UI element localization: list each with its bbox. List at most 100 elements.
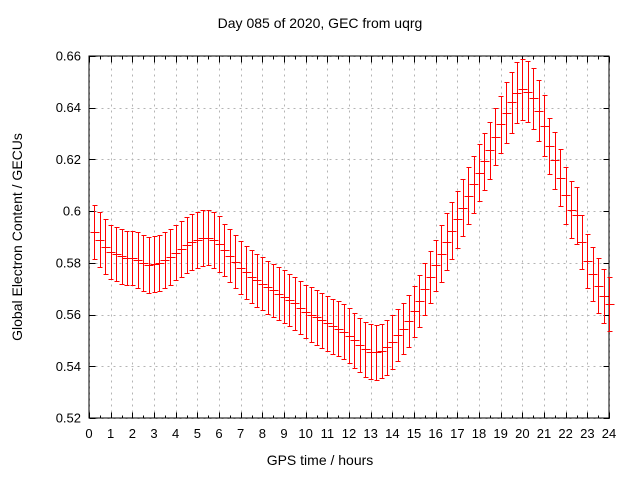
error-bar bbox=[382, 320, 392, 376]
error-bar bbox=[588, 247, 598, 302]
error-bar bbox=[523, 61, 533, 123]
error-bar bbox=[90, 205, 100, 260]
gridlines bbox=[89, 56, 610, 419]
error-bar bbox=[247, 250, 257, 304]
x-tick-label: 20 bbox=[515, 426, 529, 441]
error-bar bbox=[220, 224, 230, 277]
tick-marks bbox=[89, 56, 610, 419]
error-bar bbox=[225, 229, 235, 283]
error-bar bbox=[307, 287, 317, 343]
y-tick-label: 0.52 bbox=[56, 411, 81, 426]
error-bar bbox=[182, 217, 192, 274]
error-bar bbox=[512, 62, 522, 124]
x-tick-label: 23 bbox=[580, 426, 594, 441]
y-tick-label: 0.54 bbox=[56, 359, 81, 374]
x-tick-label: 17 bbox=[450, 426, 464, 441]
y-tick-label: 0.66 bbox=[56, 49, 81, 64]
error-bar bbox=[171, 225, 181, 281]
error-bar bbox=[420, 263, 430, 316]
x-axis-label: GPS time / hours bbox=[266, 452, 374, 468]
error-bar bbox=[144, 237, 154, 294]
error-bar bbox=[388, 315, 398, 370]
error-bar bbox=[404, 295, 414, 348]
y-axis-label: Global Electron Content / GECUs bbox=[9, 133, 25, 341]
x-tick-label: 12 bbox=[342, 426, 356, 441]
error-bar bbox=[485, 122, 495, 180]
error-bar bbox=[128, 231, 138, 286]
error-bar bbox=[577, 215, 587, 270]
error-bar bbox=[301, 285, 311, 339]
x-tick-label: 9 bbox=[280, 426, 287, 441]
error-bar bbox=[274, 267, 284, 321]
error-bar bbox=[556, 149, 566, 207]
y-tick-label: 0.6 bbox=[63, 204, 81, 219]
x-tick-label: 7 bbox=[237, 426, 244, 441]
x-tick-label: 0 bbox=[85, 426, 92, 441]
error-bar bbox=[231, 235, 241, 289]
error-bar bbox=[377, 324, 387, 379]
error-bar bbox=[399, 303, 409, 355]
y-tick-label: 0.56 bbox=[56, 307, 81, 322]
error-bar bbox=[101, 219, 111, 275]
x-tick-label: 10 bbox=[298, 426, 312, 441]
error-bar bbox=[529, 68, 539, 130]
x-tick-label: 11 bbox=[321, 426, 335, 441]
error-bar bbox=[372, 325, 382, 381]
error-bar bbox=[328, 299, 338, 355]
error-bar bbox=[204, 210, 214, 266]
error-bar bbox=[561, 167, 571, 225]
error-bar bbox=[475, 144, 485, 202]
error-bar bbox=[464, 167, 474, 225]
error-bar bbox=[491, 108, 501, 166]
error-bar-series bbox=[90, 59, 615, 381]
x-tick-label: 4 bbox=[172, 426, 179, 441]
x-tick-label: 6 bbox=[215, 426, 222, 441]
error-bar bbox=[426, 251, 436, 304]
error-bar bbox=[209, 212, 219, 269]
error-bar bbox=[317, 293, 327, 349]
error-bar bbox=[361, 322, 371, 378]
error-bar bbox=[518, 59, 528, 121]
error-bar bbox=[410, 286, 420, 338]
error-bar bbox=[469, 156, 479, 214]
error-bar bbox=[323, 296, 333, 352]
error-bar bbox=[437, 225, 447, 283]
error-bar bbox=[605, 277, 615, 332]
error-bar bbox=[496, 96, 506, 154]
error-bar bbox=[160, 232, 170, 289]
error-bar bbox=[242, 246, 252, 300]
x-tick-label: 5 bbox=[194, 426, 201, 441]
error-bar bbox=[442, 213, 452, 271]
error-bar bbox=[312, 290, 322, 346]
error-bar bbox=[453, 191, 463, 249]
x-tick-label: 1 bbox=[107, 426, 114, 441]
error-bar bbox=[112, 227, 122, 282]
error-bar bbox=[139, 235, 149, 292]
error-bar bbox=[177, 221, 187, 278]
error-bar bbox=[263, 261, 273, 315]
error-bar bbox=[269, 264, 279, 318]
error-bar bbox=[599, 269, 609, 324]
error-bar bbox=[545, 118, 555, 175]
x-tick-label: 16 bbox=[428, 426, 442, 441]
error-bar bbox=[285, 274, 295, 327]
error-bar bbox=[350, 313, 360, 369]
x-tick-label: 22 bbox=[558, 426, 572, 441]
error-bar bbox=[458, 179, 468, 237]
error-bar bbox=[290, 277, 300, 331]
error-bar bbox=[480, 133, 490, 191]
error-bar bbox=[215, 216, 225, 273]
error-bar bbox=[133, 232, 143, 289]
error-bar bbox=[258, 257, 268, 311]
error-bar bbox=[252, 254, 262, 308]
error-bar bbox=[431, 240, 441, 292]
y-tick-label: 0.62 bbox=[56, 152, 81, 167]
error-bar bbox=[236, 241, 246, 295]
x-tick-label: 19 bbox=[493, 426, 507, 441]
error-bar bbox=[550, 132, 560, 190]
x-tick-label: 13 bbox=[363, 426, 377, 441]
error-bar bbox=[415, 275, 425, 328]
y-tick-label: 0.58 bbox=[56, 255, 81, 270]
